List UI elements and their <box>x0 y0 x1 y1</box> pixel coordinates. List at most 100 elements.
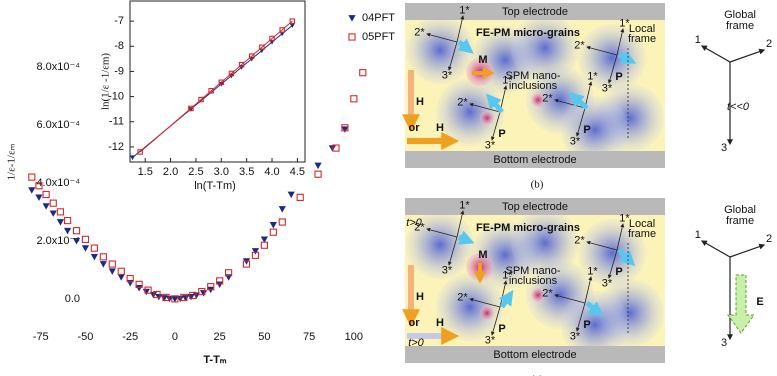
data-point <box>278 206 286 213</box>
y-axis-label: 1/ε-1/εₘ <box>6 143 18 180</box>
data-point <box>56 208 65 216</box>
x-tick-label: 4.0 <box>264 166 279 178</box>
local-axis-label: 3* <box>570 136 581 148</box>
inclusions-label: SPM nano- <box>505 70 560 82</box>
data-point <box>289 18 296 24</box>
bottom-electrode <box>405 151 665 168</box>
data-point <box>180 293 188 302</box>
global-axis <box>729 243 766 258</box>
local-axis <box>586 45 618 56</box>
local-axis <box>447 236 458 266</box>
global-axis-label: 3 <box>721 142 727 154</box>
or-label: or <box>409 122 421 134</box>
local-axis-label: 1* <box>459 200 470 212</box>
local-axis-label: 1* <box>502 270 513 282</box>
data-point <box>99 261 107 268</box>
polarization-label: P <box>615 266 622 278</box>
local-axis-label: 1* <box>502 75 513 87</box>
y-tick-label: -11 <box>109 116 124 128</box>
data-point <box>269 35 275 42</box>
global-frame-title: Global <box>724 204 756 216</box>
data-point <box>108 268 116 275</box>
local-axis-label: 3* <box>485 335 496 347</box>
data-point <box>42 190 50 199</box>
data-point <box>49 210 57 217</box>
polarization-label: P <box>583 124 590 136</box>
global-axis <box>700 45 731 63</box>
local-axis <box>554 293 586 304</box>
data-point <box>72 237 81 245</box>
magnetization-label: M <box>478 249 487 261</box>
x-tick-label: -50 <box>78 331 94 343</box>
legend-marker <box>348 33 356 41</box>
local-axis-label: 3* <box>442 265 453 277</box>
local-axis-label: 2* <box>414 221 425 233</box>
polarization-arrow <box>457 230 475 245</box>
polarization-arrow <box>486 93 504 114</box>
y-tick-label: -12 <box>108 141 124 153</box>
nano-inclusion <box>480 306 494 320</box>
x-tick-label: 100 <box>345 331 363 343</box>
data-point <box>341 126 349 133</box>
data-point <box>35 182 43 190</box>
data-point <box>279 31 285 37</box>
y-tick-label: 8.0x10⁻⁴ <box>36 61 80 73</box>
inclusions-label: inclusions <box>509 80 558 92</box>
y-tick-label: 6.0x10⁻⁴ <box>36 119 80 131</box>
bottom-electrode-label: Bottom electrode <box>493 154 576 166</box>
data-point <box>108 260 116 268</box>
global-axis-label: 1 <box>695 229 701 241</box>
polarization-arrow <box>498 290 514 309</box>
data-point <box>228 70 235 77</box>
series-line <box>132 25 293 158</box>
bottom-electrode-label: Bottom electrode <box>493 349 576 361</box>
x-tick-label: 3.5 <box>239 166 254 178</box>
local-axis-label: 3* <box>602 83 613 95</box>
data-point <box>99 253 107 261</box>
y-tick-label: -10 <box>108 91 124 103</box>
global-axis-label: 1 <box>695 34 701 46</box>
y-tick-label: -8 <box>114 40 124 52</box>
legend-marker <box>348 15 356 22</box>
data-point <box>171 295 179 303</box>
data-point <box>238 61 245 68</box>
data-point <box>207 283 215 291</box>
data-point <box>56 219 65 226</box>
top-electrode-label: Top electrode <box>502 201 568 213</box>
polarization-label: P <box>583 319 590 331</box>
data-point <box>208 88 214 94</box>
local-axis <box>586 240 618 251</box>
micro-grain <box>436 78 504 146</box>
data-point <box>126 274 134 283</box>
electric-field-label: E <box>756 296 763 308</box>
local-axis <box>469 297 501 308</box>
local-axis <box>469 102 501 113</box>
data-point <box>117 274 125 281</box>
data-point <box>216 277 224 285</box>
local-axis <box>426 227 458 238</box>
time-label: t>0 <box>408 337 424 349</box>
time-label: t<<0 <box>727 101 750 113</box>
data-point <box>269 228 277 236</box>
polarization-arrow <box>457 38 474 54</box>
local-axis <box>490 111 501 141</box>
micro-grain <box>561 291 629 359</box>
data-point <box>289 23 295 29</box>
global-axis <box>729 48 766 63</box>
data-point <box>251 251 260 259</box>
local-axis <box>616 223 625 251</box>
or-label: or <box>409 317 421 329</box>
data-point <box>63 227 72 235</box>
global-axis <box>700 240 731 258</box>
polarization-label: P <box>615 71 622 83</box>
data-point <box>224 269 233 277</box>
local-axis <box>607 249 618 279</box>
data-point <box>251 248 260 255</box>
data-point <box>72 227 81 235</box>
x-tick-label: 2.0 <box>163 166 178 178</box>
data-point <box>216 281 224 288</box>
data-point <box>42 203 50 210</box>
time-label: t>0 <box>406 217 422 229</box>
y-tick-label: -9 <box>114 65 124 77</box>
